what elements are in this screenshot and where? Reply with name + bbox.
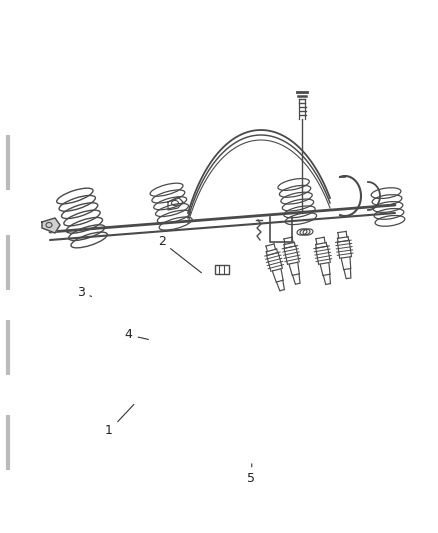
- Polygon shape: [42, 218, 60, 233]
- Text: 5: 5: [247, 464, 255, 486]
- Text: 4: 4: [125, 328, 148, 342]
- Text: 1: 1: [105, 405, 134, 438]
- Text: 3: 3: [77, 286, 92, 299]
- Text: 2: 2: [158, 235, 201, 273]
